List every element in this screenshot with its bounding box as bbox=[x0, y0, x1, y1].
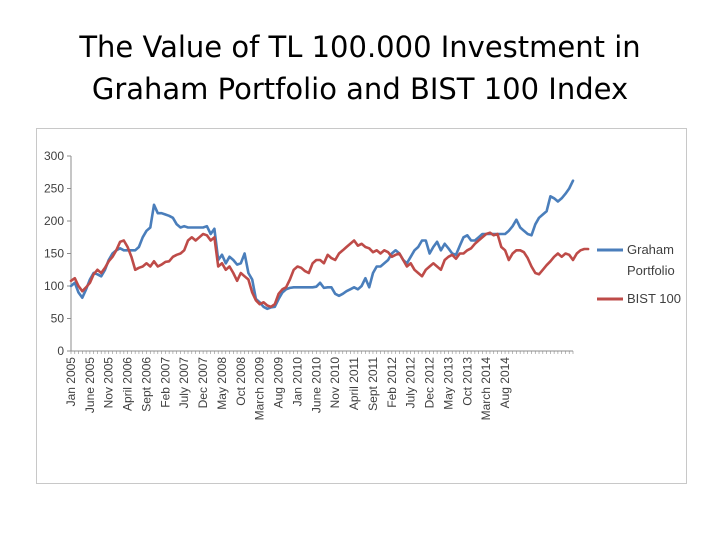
chart-legend: Graham Portfolio BIST 100 bbox=[597, 242, 681, 306]
slide-title: The Value of TL 100.000 Investment in Gr… bbox=[0, 26, 720, 110]
title-line-1: The Value of TL 100.000 Investment in bbox=[79, 30, 641, 64]
x-tick-label: Oct 2008 bbox=[234, 357, 248, 406]
x-tick-label: Aug 2014 bbox=[498, 357, 512, 409]
y-tick-label: 0 bbox=[57, 344, 64, 358]
x-tick-label: Jan 2010 bbox=[290, 357, 304, 407]
line-chart: 0 50 100 150 200 250 300 Jan 2005 June 2005 Nov … bbox=[44, 149, 681, 421]
x-tick-label: Feb 2012 bbox=[385, 357, 399, 408]
y-tick-label: 100 bbox=[44, 279, 64, 293]
y-tick-label: 200 bbox=[44, 214, 64, 228]
y-axis: 0 50 100 150 200 250 300 bbox=[44, 149, 72, 358]
x-tick-label: Dec 2007 bbox=[196, 357, 210, 409]
x-tick-label: Oct 2013 bbox=[460, 357, 474, 406]
series-line-graham-portfolio bbox=[69, 179, 575, 311]
x-tick-label: Feb 2007 bbox=[158, 357, 172, 408]
x-tick-label: July 2012 bbox=[404, 357, 418, 409]
x-tick-label: May 2013 bbox=[441, 357, 455, 410]
x-tick-label: July 2007 bbox=[177, 357, 191, 409]
x-tick-label: Nov 2010 bbox=[328, 357, 342, 409]
legend-label-bist-100: BIST 100 bbox=[627, 291, 681, 306]
x-tick-label: Dec 2012 bbox=[423, 357, 437, 409]
chart-frame: 0 50 100 150 200 250 300 Jan 2005 June 2005 Nov … bbox=[36, 128, 687, 484]
x-tick-label: Aug 2009 bbox=[272, 357, 286, 409]
y-tick-label: 50 bbox=[51, 312, 65, 326]
x-tick-label: Nov 2005 bbox=[102, 357, 116, 409]
legend-label-graham-portfolio: Graham Portfolio bbox=[627, 242, 675, 278]
y-tick-label: 150 bbox=[44, 247, 64, 261]
y-tick-label: 250 bbox=[44, 182, 64, 196]
x-tick-label: June 2010 bbox=[309, 357, 323, 413]
x-tick-label: May 2008 bbox=[215, 357, 229, 410]
series-group bbox=[69, 179, 590, 311]
x-tick-label: June 2005 bbox=[83, 357, 97, 413]
x-tick-label: April 2006 bbox=[121, 357, 135, 411]
y-tick-label: 300 bbox=[44, 149, 64, 163]
title-line-2: Graham Portfolio and BIST 100 Index bbox=[91, 72, 629, 106]
x-tick-label: March 2009 bbox=[253, 357, 267, 421]
x-tick-label: April 2011 bbox=[347, 357, 361, 410]
x-tick-label: Sept 2011 bbox=[366, 357, 380, 411]
x-tick-label: Jan 2005 bbox=[64, 357, 78, 407]
x-tick-label: Sept 2006 bbox=[139, 357, 153, 412]
series-line-bist-100 bbox=[69, 231, 590, 309]
x-tick-label: March 2014 bbox=[479, 357, 493, 421]
x-axis: Jan 2005 June 2005 Nov 2005 April 2006 Sept … bbox=[64, 350, 574, 421]
